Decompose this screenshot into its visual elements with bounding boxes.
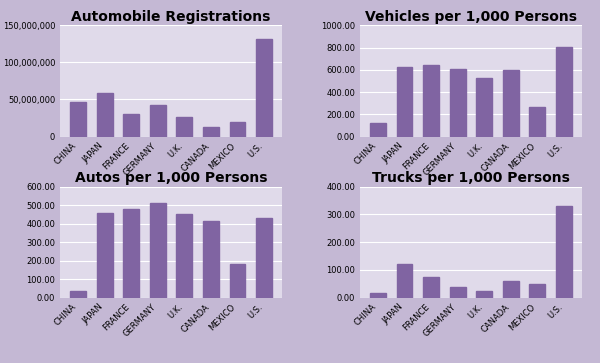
Bar — [449, 69, 466, 136]
Bar — [449, 286, 466, 298]
Title: Automobile Registrations: Automobile Registrations — [71, 10, 271, 24]
Bar — [176, 214, 193, 298]
Bar — [556, 46, 572, 136]
Bar — [556, 206, 572, 298]
Bar — [123, 209, 139, 298]
Bar — [70, 102, 86, 136]
Bar — [150, 105, 166, 136]
Bar — [70, 291, 86, 298]
Title: Vehicles per 1,000 Persons: Vehicles per 1,000 Persons — [365, 10, 577, 24]
Bar — [203, 221, 219, 298]
Bar — [203, 127, 219, 136]
Bar — [123, 114, 139, 136]
Bar — [503, 70, 519, 136]
Bar — [370, 123, 386, 136]
Title: Autos per 1,000 Persons: Autos per 1,000 Persons — [75, 171, 268, 185]
Bar — [230, 264, 245, 298]
Bar — [397, 264, 412, 298]
Bar — [97, 93, 113, 136]
Bar — [230, 122, 245, 136]
Bar — [529, 284, 545, 298]
Bar — [397, 66, 412, 136]
Bar — [256, 39, 272, 136]
Bar — [503, 281, 519, 298]
Bar — [476, 291, 492, 298]
Bar — [423, 65, 439, 136]
Bar — [529, 106, 545, 136]
Bar — [97, 213, 113, 298]
Bar — [370, 294, 386, 298]
Bar — [176, 117, 193, 136]
Bar — [476, 78, 492, 136]
Title: Trucks per 1,000 Persons: Trucks per 1,000 Persons — [372, 171, 570, 185]
Bar — [423, 277, 439, 298]
Bar — [150, 203, 166, 298]
Bar — [256, 218, 272, 298]
